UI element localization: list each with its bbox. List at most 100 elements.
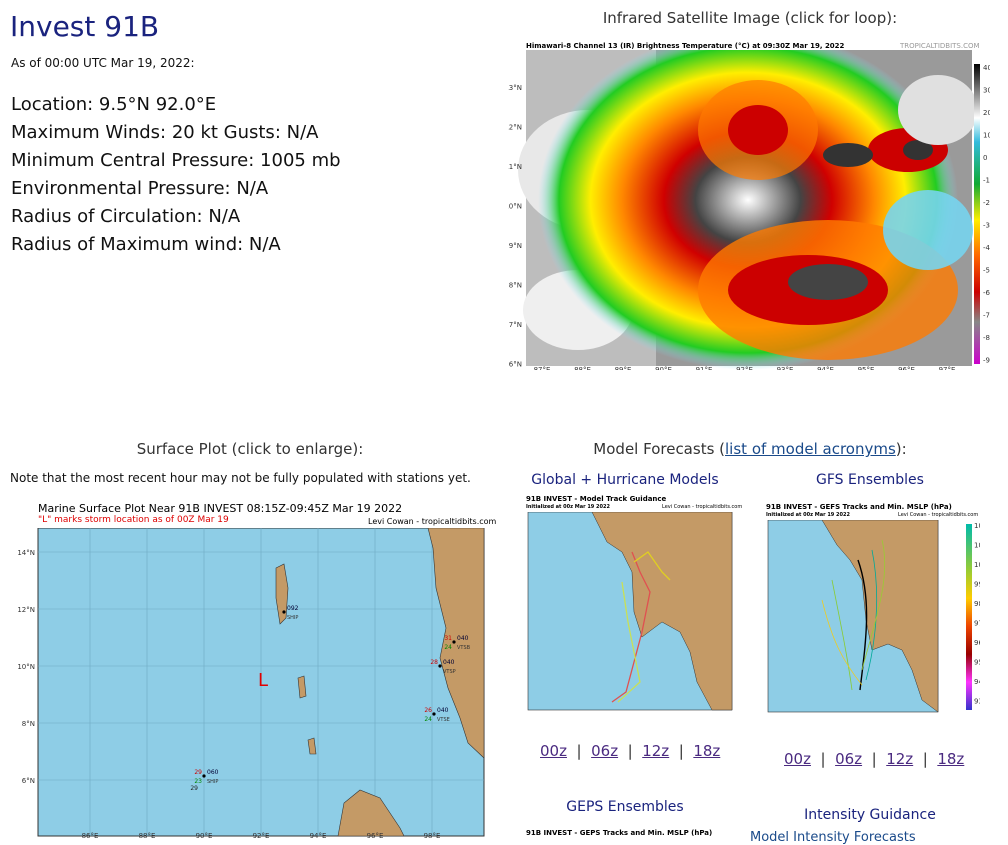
global-run-00z[interactable]: 00z: [540, 742, 567, 760]
surface-plot-title: Marine Surface Plot Near 91B INVEST 08:1…: [38, 502, 403, 515]
station-marker: [438, 664, 442, 668]
model-intensity-link[interactable]: Model Intensity Forecasts: [750, 830, 916, 845]
satellite-scale-tick: 20: [983, 109, 990, 117]
satellite-lon-tick: 96°E: [898, 366, 915, 370]
satellite-heading: Infrared Satellite Image (click for loop…: [602, 9, 898, 27]
satellite-lon-tick: 88°E: [574, 366, 591, 370]
gfs-image-title: 91B INVEST - GEFS Tracks and Min. MSLP (…: [766, 503, 952, 511]
satellite-lat-tick: 10°N: [508, 203, 522, 211]
surface-note: Note that the most recent hour may not b…: [10, 471, 471, 485]
satellite-scale-tick: 10: [983, 132, 990, 140]
stat-location: Location: 9.5°N 92.0°E: [11, 94, 217, 115]
station-id: SHIP: [207, 779, 218, 785]
station-temp: 29: [194, 769, 202, 776]
global-models-title: Global + Hurricane Models: [531, 472, 719, 488]
gfs-run-00z[interactable]: 00z: [784, 750, 811, 768]
model-acronyms-link[interactable]: list of model acronyms: [725, 440, 896, 458]
global-run-12z[interactable]: 12z: [642, 742, 670, 760]
station-pressure: 092: [287, 605, 299, 612]
gfs-scale-tick: 980: [974, 600, 980, 608]
satellite-lon-tick: 91°E: [696, 366, 713, 370]
station-value: 29: [190, 785, 198, 792]
satellite-scale-tick: 30: [983, 87, 990, 95]
gfs-scale-tick: 940: [974, 678, 980, 686]
satellite-scale-tick: -80: [983, 334, 990, 342]
as-of-timestamp: As of 00:00 UTC Mar 19, 2022:: [11, 56, 195, 70]
global-run-06z[interactable]: 06z: [591, 742, 619, 760]
satellite-scale-tick: 0: [983, 154, 987, 162]
satellite-lon-tick: 97°E: [939, 366, 956, 370]
geps-image-title[interactable]: 91B INVEST - GEPS Tracks and Min. MSLP (…: [526, 829, 713, 837]
station-marker: [432, 712, 436, 716]
station-temp: 26: [424, 707, 432, 714]
station-marker: [282, 610, 286, 614]
gfs-run-12z[interactable]: 12z: [886, 750, 914, 768]
storm-marker: L: [258, 670, 268, 691]
surface-lat-tick: 6°N: [22, 777, 35, 785]
surface-plot-link[interactable]: Marine Surface Plot Near 91B INVEST 08:1…: [8, 496, 496, 841]
global-models-image-link[interactable]: 91B INVEST - Model Track Guidance Initia…: [522, 492, 742, 722]
intensity-guidance-title: Intensity Guidance: [804, 807, 936, 823]
global-image-sub: Initialized at 00z Mar 19 2022: [526, 504, 610, 510]
surface-map: L 14°N 12°N 10°N 8°N 6°N 86°E 88°E 90°E 92°E 94°…: [17, 528, 485, 840]
gfs-scale-tick: 930: [974, 698, 980, 706]
gfs-run-06z[interactable]: 06z: [835, 750, 863, 768]
station-pressure: 060: [207, 769, 219, 776]
satellite-scale-tick: -40: [983, 244, 990, 252]
surface-lon-tick: 88°E: [139, 832, 156, 840]
gfs-ensembles-image-link[interactable]: 91B INVEST - GEFS Tracks and Min. MSLP (…: [762, 500, 980, 722]
station-pressure: 040: [443, 659, 455, 666]
station-id: VTSB: [457, 645, 471, 651]
station-dewpoint: 24: [444, 644, 452, 651]
satellite-lat-tick: 9°N: [509, 242, 522, 250]
station-temp: 31: [444, 635, 452, 642]
satellite-lon-tick: 90°E: [655, 366, 672, 370]
satellite-lat-tick: 13°N: [508, 84, 522, 92]
station-marker: [452, 640, 456, 644]
satellite-image-link[interactable]: Himawari-8 Channel 13 (IR) Brightness Te…: [508, 36, 990, 370]
satellite-scale-tick: -10: [983, 177, 990, 185]
surface-plot-subtitle: "L" marks storm location as of 00Z Mar 1…: [38, 515, 229, 525]
satellite-scale-tick: -70: [983, 312, 990, 320]
global-models-map: [527, 512, 733, 711]
gfs-scale-tick: 1000: [974, 561, 980, 569]
surface-lat-tick: 10°N: [17, 663, 35, 671]
satellite-image-title: Himawari-8 Channel 13 (IR) Brightness Te…: [526, 42, 845, 50]
satellite-scale-tick: 40: [983, 64, 990, 72]
satellite-scale-tick: -90: [983, 357, 990, 365]
station-dewpoint: 24: [424, 716, 432, 723]
satellite-lat-tick: 12°N: [508, 124, 522, 132]
surface-lat-tick: 8°N: [22, 720, 35, 728]
gfs-run-18z[interactable]: 18z: [937, 750, 965, 768]
station-temp: 28: [430, 659, 438, 666]
station-dewpoint: 23: [194, 778, 202, 785]
stat-env-pressure: Environmental Pressure: N/A: [11, 178, 269, 199]
satellite-image: 13°N 12°N 11°N 10°N 9°N 8°N 7°N 6°N 87°E 88°E 89°…: [508, 50, 990, 370]
surface-lon-tick: 86°E: [82, 832, 99, 840]
surface-lon-tick: 92°E: [253, 832, 270, 840]
gfs-scale-tick: 970: [974, 620, 980, 628]
gfs-scale-tick: 950: [974, 659, 980, 667]
station-pressure: 040: [437, 707, 449, 714]
surface-plot-credit: Levi Cowan - tropicaltidbits.com: [368, 517, 497, 526]
surface-lon-tick: 90°E: [196, 832, 213, 840]
gfs-image-credit: Levi Cowan - tropicaltidbits.com: [898, 512, 979, 518]
storm-title: Invest 91B: [10, 10, 160, 43]
global-run-18z[interactable]: 18z: [693, 742, 721, 760]
model-heading-suffix: ):: [895, 440, 907, 458]
station-marker: [202, 774, 206, 778]
satellite-lon-tick: 89°E: [615, 366, 632, 370]
stat-max-winds: Maximum Winds: 20 kt Gusts: N/A: [11, 122, 319, 143]
stat-radius-circulation: Radius of Circulation: N/A: [11, 206, 241, 227]
satellite-scale-tick: -50: [983, 267, 990, 275]
satellite-lat-tick: 8°N: [509, 282, 522, 290]
surface-lon-tick: 96°E: [367, 832, 384, 840]
satellite-lat-tick: 7°N: [509, 321, 522, 329]
satellite-lon-tick: 87°E: [534, 366, 551, 370]
surface-lon-tick: 98°E: [424, 832, 441, 840]
station-pressure: 040: [457, 635, 469, 642]
satellite-lon-tick: 92°E: [736, 366, 753, 370]
station-id: SHIP: [287, 615, 298, 621]
stat-min-pressure: Minimum Central Pressure: 1005 mb: [11, 150, 341, 171]
surface-lon-tick: 94°E: [310, 832, 327, 840]
